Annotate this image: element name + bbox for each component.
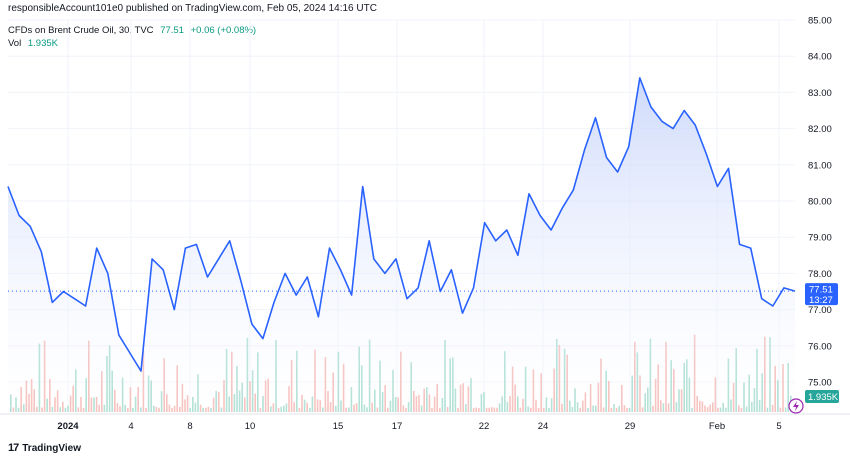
lightning-glyph (793, 401, 799, 411)
price-axis-tick: 80.00 (808, 197, 832, 208)
price-axis-tick: 78.00 (808, 269, 832, 280)
brand-name: TradingView (22, 442, 81, 454)
volume-tag-value: 1.935K (808, 392, 839, 403)
price-axis-tick: 81.00 (808, 160, 832, 171)
volume-legend[interactable]: Vol 1.935K (8, 38, 58, 49)
time-axis-tick: 29 (625, 421, 636, 432)
price-line (7, 77, 796, 372)
time-axis-tick: 24 (538, 421, 549, 432)
symbol-name[interactable]: CFDs on Brent Crude Oil, 30, TVC (8, 25, 154, 36)
time-axis-tick: 2024 (57, 421, 79, 432)
price-axis-tick: 75.00 (808, 378, 832, 389)
time-axis-tick: 17 (392, 421, 403, 432)
tradingview-logo-icon: 17 (8, 442, 19, 454)
time-axis-tick: 15 (333, 421, 344, 432)
volume-label: Vol (8, 38, 22, 49)
legend-change: +0.06 (+0.08%) (190, 25, 257, 36)
tradingview-brand[interactable]: 17 TradingView (8, 442, 81, 454)
time-axis-tick: 8 (187, 421, 192, 432)
last-price-label (805, 283, 838, 306)
volume-value: 1.935K (27, 38, 58, 49)
price-axis-tick: 83.00 (808, 88, 832, 99)
countdown-value: 13:27 (809, 295, 833, 306)
publish-header: responsibleAccount101e0 published on Tra… (8, 3, 377, 14)
price-axis-tick: 77.00 (808, 305, 832, 316)
time-axis-tick: 5 (776, 421, 781, 432)
price-axis-tick: 82.00 (808, 124, 832, 135)
symbol-legend[interactable]: CFDs on Brent Crude Oil, 30, TVC 77.51 +… (8, 25, 256, 36)
legend-price: 77.51 (160, 25, 184, 36)
price-axis-tick: 76.00 (808, 341, 832, 352)
time-axis-tick: 22 (479, 421, 490, 432)
price-axis-tick: 84.00 (808, 52, 832, 63)
time-axis-tick: 4 (128, 421, 133, 432)
volume-tag (805, 390, 839, 403)
price-area (8, 77, 795, 413)
time-axis-tick: Feb (709, 421, 725, 432)
price-axis-tick: 79.00 (808, 233, 832, 244)
last-price-value: 77.51 (809, 285, 833, 296)
price-axis-tick: 85.00 (808, 16, 832, 27)
time-axis-tick: 10 (245, 421, 256, 432)
